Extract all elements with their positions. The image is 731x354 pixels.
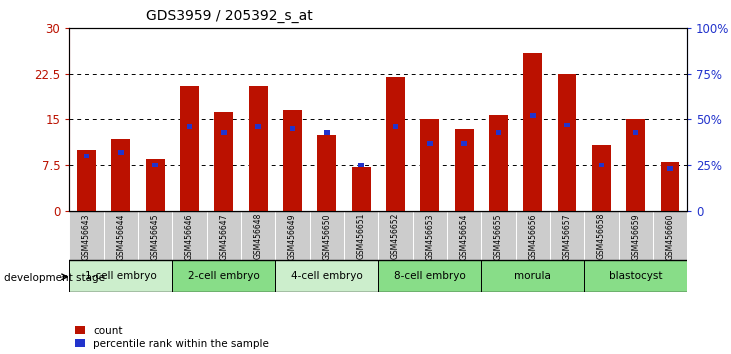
Bar — [667, 166, 673, 171]
Bar — [145, 159, 164, 211]
Bar — [455, 129, 474, 211]
Bar — [324, 130, 330, 135]
Bar — [317, 135, 336, 211]
Bar — [69, 260, 173, 292]
Bar — [420, 120, 439, 211]
Text: development stage: development stage — [4, 273, 105, 283]
Text: GSM456646: GSM456646 — [185, 213, 194, 259]
Bar — [558, 74, 577, 211]
Bar — [352, 167, 371, 211]
Bar — [461, 141, 467, 145]
Bar — [379, 260, 481, 292]
Text: GSM456648: GSM456648 — [254, 213, 262, 259]
Text: 2-cell embryo: 2-cell embryo — [188, 271, 260, 281]
Bar — [221, 130, 227, 135]
Bar — [523, 53, 542, 211]
Bar — [214, 112, 233, 211]
Bar — [393, 124, 398, 129]
Text: GSM456652: GSM456652 — [391, 213, 400, 259]
Text: GSM456644: GSM456644 — [116, 213, 126, 259]
Bar — [592, 145, 611, 211]
Bar — [626, 120, 645, 211]
Legend: count, percentile rank within the sample: count, percentile rank within the sample — [75, 326, 269, 349]
Bar — [564, 122, 570, 127]
Bar — [661, 162, 679, 211]
Text: GSM456643: GSM456643 — [82, 213, 91, 259]
Bar — [186, 124, 192, 129]
Text: GSM456651: GSM456651 — [357, 213, 366, 259]
Text: GSM456657: GSM456657 — [563, 213, 572, 259]
Bar — [496, 130, 501, 135]
Bar — [584, 260, 687, 292]
Text: 4-cell embryo: 4-cell embryo — [291, 271, 363, 281]
Text: GSM456645: GSM456645 — [151, 213, 160, 259]
Bar — [276, 260, 379, 292]
Text: GSM456655: GSM456655 — [494, 213, 503, 259]
Bar — [530, 113, 536, 118]
Bar — [599, 162, 605, 167]
Text: blastocyst: blastocyst — [609, 271, 662, 281]
Bar — [283, 110, 302, 211]
Text: GSM456650: GSM456650 — [322, 213, 331, 259]
Bar — [481, 260, 584, 292]
Text: 1-cell embryo: 1-cell embryo — [85, 271, 156, 281]
Bar — [289, 126, 295, 131]
Bar — [633, 130, 638, 135]
Text: GSM456649: GSM456649 — [288, 213, 297, 259]
Bar — [386, 77, 405, 211]
Text: GSM456659: GSM456659 — [631, 213, 640, 259]
Bar — [152, 162, 158, 167]
Bar — [358, 162, 364, 167]
Bar — [255, 124, 261, 129]
Text: GSM456656: GSM456656 — [529, 213, 537, 259]
Bar — [173, 260, 276, 292]
Text: 8-cell embryo: 8-cell embryo — [394, 271, 466, 281]
Text: GSM456647: GSM456647 — [219, 213, 228, 259]
Bar — [77, 150, 96, 211]
Bar — [84, 154, 89, 158]
Bar — [249, 86, 268, 211]
Text: GSM456658: GSM456658 — [596, 213, 606, 259]
Text: morula: morula — [515, 271, 551, 281]
Bar — [180, 86, 199, 211]
Text: GSM456660: GSM456660 — [665, 213, 675, 259]
Text: GDS3959 / 205392_s_at: GDS3959 / 205392_s_at — [146, 9, 313, 23]
Bar — [118, 150, 124, 155]
Bar — [489, 115, 508, 211]
Bar — [427, 141, 433, 145]
Text: GSM456654: GSM456654 — [460, 213, 469, 259]
Bar — [112, 139, 130, 211]
Text: GSM456653: GSM456653 — [425, 213, 434, 259]
